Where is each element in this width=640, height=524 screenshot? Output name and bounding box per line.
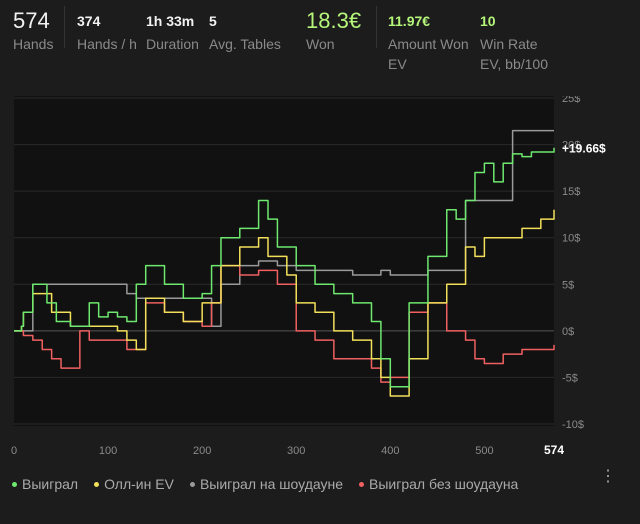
stat-amount-won-ev: 11.97€ Amount Won EV: [388, 8, 472, 74]
x-end-label: 574: [544, 443, 564, 457]
y-tick-label: -5$: [562, 372, 578, 384]
legend-label-non-showdown: Выиграл без шоудауна: [369, 476, 519, 492]
legend-item-showdown[interactable]: Выиграл на шоудауне: [189, 476, 344, 492]
stats-bar: 574 Hands 374 Hands / h 1h 33m Duration …: [0, 0, 640, 80]
stat-hands-value: 574: [13, 8, 50, 33]
y-tick-label: -10$: [562, 419, 584, 431]
stat-divider: [376, 6, 377, 48]
stat-hands: 574 Hands: [13, 8, 53, 54]
stat-hands-per-hour: 374 Hands / h: [77, 8, 137, 54]
series-line-1: [14, 209, 555, 397]
stat-won-value: 18.3€: [306, 8, 362, 33]
legend-label-won: Выиграл: [22, 476, 79, 492]
legend-dot-won: [12, 481, 17, 487]
legend-item-allin-ev[interactable]: Олл-ин EV: [94, 476, 174, 492]
legend-item-won[interactable]: Выиграл: [12, 476, 78, 492]
x-tick-label: 100: [99, 445, 117, 457]
x-tick-label: 500: [475, 445, 493, 457]
stat-won-label: Won: [306, 36, 335, 52]
series-line-3: [14, 264, 555, 383]
stat-hands-label: Hands: [13, 36, 54, 52]
y-tick-label: 25$: [562, 96, 580, 105]
profit-graph: 25$ 20$ 15$ 10$ 5$ 0$ -5$ -10$ 0 100 200 300 400 500 5…: [11, 96, 606, 457]
stat-avg-tables-value: 5: [209, 13, 217, 29]
stat-amount-won-ev-value: 11.97€: [388, 13, 431, 29]
stat-win-rate-ev-label: Win Rate EV, bb/100: [480, 36, 548, 72]
legend: Выиграл Олл-ин EV Выиграл на шоудауне Вы…: [12, 476, 518, 492]
y-tick-label: 0$: [562, 326, 574, 338]
stat-avg-tables: 5 Avg. Tables: [209, 8, 281, 54]
series-line-0: [14, 147, 555, 388]
y-tick-label: 20$: [562, 140, 580, 152]
stat-avg-tables-label: Avg. Tables: [209, 36, 281, 52]
stat-amount-won-ev-label: Amount Won EV: [388, 36, 469, 72]
legend-item-non-showdown[interactable]: Выиграл без шоудауна: [359, 476, 518, 492]
more-options-icon[interactable]: ⋮: [600, 468, 616, 485]
x-tick-label: 400: [381, 445, 399, 457]
legend-dot-showdown: [189, 481, 195, 487]
stat-hands-per-hour-label: Hands / h: [77, 36, 137, 52]
stat-hands-per-hour-value: 374: [77, 13, 101, 29]
legend-dot-allin-ev: [94, 481, 100, 487]
y-tick-label: 15$: [562, 186, 580, 198]
stat-won: 18.3€ Won: [306, 8, 361, 54]
series-line-2: [14, 129, 554, 332]
y-tick-label: 10$: [562, 233, 580, 245]
plot-area: [14, 96, 554, 426]
stat-win-rate-ev-value: 10: [480, 13, 496, 29]
x-tick-label: 300: [287, 445, 305, 457]
stat-duration-label: Duration: [146, 36, 199, 52]
end-value-label: +19.66$: [562, 142, 606, 156]
stat-duration: 1h 33m Duration: [146, 8, 199, 54]
stat-divider: [64, 6, 65, 48]
y-tick-label: 5$: [562, 279, 574, 291]
stat-win-rate-ev: 10 Win Rate EV, bb/100: [480, 8, 562, 74]
legend-dot-non-showdown: [359, 481, 365, 487]
legend-label-showdown: Выиграл на шоудауне: [199, 476, 344, 492]
stat-duration-value: 1h 33m: [146, 13, 195, 29]
x-tick-label: 200: [193, 445, 211, 457]
x-tick-label: 0: [11, 445, 17, 457]
legend-label-allin-ev: Олл-ин EV: [104, 476, 174, 492]
